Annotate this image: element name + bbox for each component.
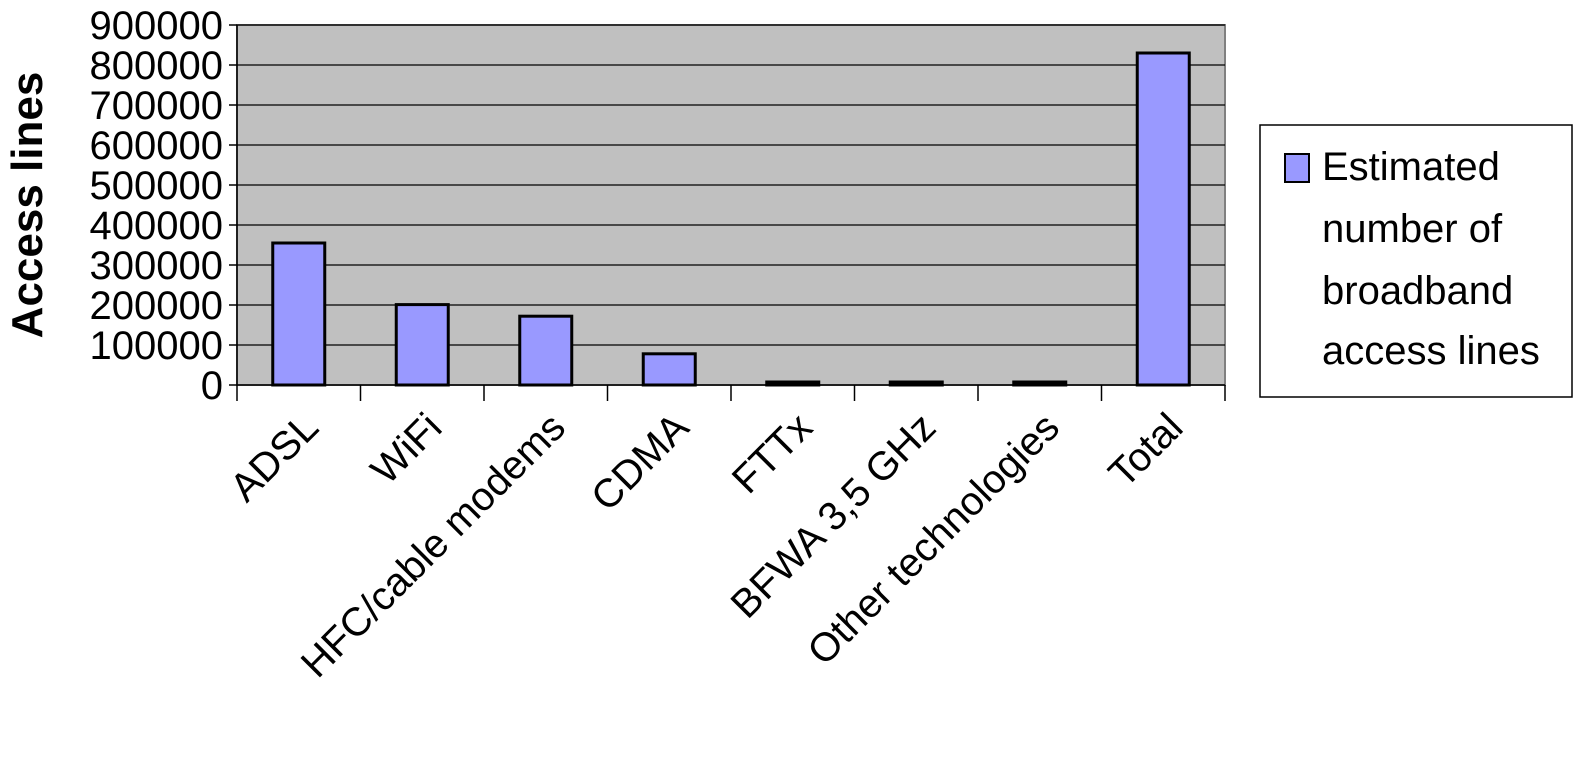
y-tick-label: 100000 xyxy=(90,324,223,368)
bar-wifi xyxy=(394,303,450,387)
x-category-label: ADSL xyxy=(222,405,327,510)
bar-total xyxy=(1135,51,1191,387)
x-category-label: Total xyxy=(1101,405,1192,496)
y-tick-label: 300000 xyxy=(90,244,223,288)
x-category-label: CDMA xyxy=(583,405,698,520)
y-tick-label: 800000 xyxy=(90,44,223,88)
x-axis-ticks xyxy=(236,385,1226,401)
x-category-label: WiFi xyxy=(363,405,451,493)
bar-cdma xyxy=(641,352,697,387)
bars xyxy=(271,51,1191,387)
y-tick-label: 0 xyxy=(201,364,223,408)
x-category-label: FTTx xyxy=(724,405,821,502)
legend-label-line-1: Estimated xyxy=(1322,145,1500,189)
legend-label-line-4: access lines xyxy=(1322,329,1540,373)
legend-label-line-3: broadband xyxy=(1322,269,1513,313)
y-tick-label: 600000 xyxy=(90,124,223,168)
bar-adsl xyxy=(271,241,327,387)
y-tick-label: 400000 xyxy=(90,204,223,248)
y-axis-title: Access lines xyxy=(3,72,52,339)
plot-area xyxy=(236,24,1226,386)
legend-swatch xyxy=(1284,153,1310,183)
y-tick-label: 900000 xyxy=(90,4,223,48)
y-axis-ticks: 0100000200000300000400000500000600000700… xyxy=(90,4,237,408)
legend-label-line-2: number of xyxy=(1322,207,1503,251)
legend-box xyxy=(1259,124,1573,398)
legend: Estimated number of broadband access lin… xyxy=(1259,124,1573,398)
y-tick-label: 700000 xyxy=(90,84,223,128)
bar-hfc-cable-modems xyxy=(518,314,574,387)
y-tick-label: 200000 xyxy=(90,284,223,328)
y-tick-label: 500000 xyxy=(90,164,223,208)
